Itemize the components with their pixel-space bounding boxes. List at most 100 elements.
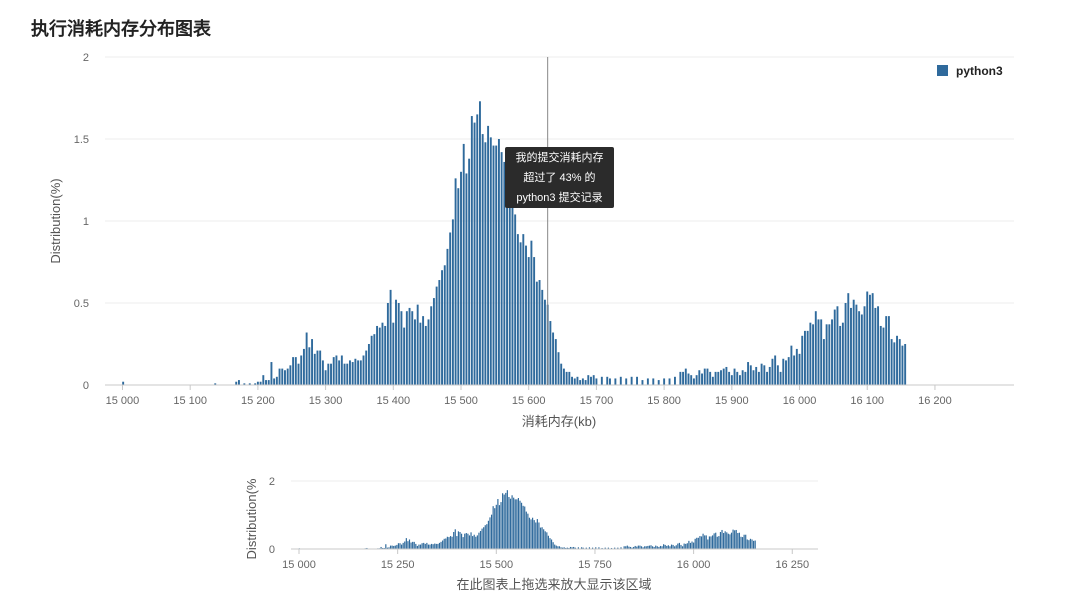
bar[interactable]	[592, 375, 595, 385]
bar[interactable]	[262, 375, 265, 385]
bar[interactable]	[351, 362, 354, 385]
bar[interactable]	[470, 116, 473, 385]
bar[interactable]	[481, 134, 484, 385]
bar[interactable]	[278, 368, 281, 385]
bar[interactable]	[790, 345, 793, 385]
bar[interactable]	[904, 344, 907, 385]
bar[interactable]	[484, 142, 487, 385]
bar[interactable]	[822, 339, 825, 385]
bar[interactable]	[544, 299, 546, 385]
bar[interactable]	[414, 319, 416, 385]
bar[interactable]	[422, 316, 425, 385]
bar[interactable]	[248, 383, 251, 385]
bar[interactable]	[349, 360, 351, 385]
bar[interactable]	[265, 380, 267, 385]
bar[interactable]	[674, 376, 676, 385]
main-bars[interactable]	[122, 101, 907, 386]
bar[interactable]	[284, 370, 286, 385]
bar[interactable]	[760, 363, 763, 385]
bar[interactable]	[606, 376, 609, 385]
bar[interactable]	[568, 371, 571, 385]
bar[interactable]	[749, 365, 752, 385]
bar[interactable]	[316, 350, 319, 385]
bar[interactable]	[292, 357, 295, 385]
bar[interactable]	[657, 380, 660, 385]
bar[interactable]	[305, 332, 308, 385]
bar[interactable]	[896, 335, 898, 385]
bar[interactable]	[430, 306, 433, 385]
bar[interactable]	[652, 378, 655, 385]
bar[interactable]	[747, 362, 750, 385]
bar[interactable]	[825, 324, 828, 385]
bar[interactable]	[793, 355, 796, 385]
bar[interactable]	[327, 363, 330, 385]
bar[interactable]	[359, 360, 362, 385]
bar[interactable]	[809, 322, 812, 385]
bar[interactable]	[571, 376, 573, 385]
bar[interactable]	[313, 353, 316, 385]
bar[interactable]	[641, 380, 644, 385]
bar[interactable]	[449, 232, 452, 385]
bar[interactable]	[579, 380, 582, 385]
bar[interactable]	[752, 370, 755, 385]
bar[interactable]	[214, 383, 217, 385]
legend[interactable]: python3	[937, 64, 1003, 78]
bar[interactable]	[557, 352, 560, 385]
bar[interactable]	[243, 383, 246, 385]
bar[interactable]	[254, 383, 257, 385]
bar[interactable]	[289, 365, 292, 385]
bar[interactable]	[446, 248, 449, 385]
bar[interactable]	[898, 339, 901, 385]
bar[interactable]	[771, 358, 774, 385]
bar[interactable]	[395, 299, 397, 385]
bar[interactable]	[787, 357, 790, 385]
bar[interactable]	[779, 371, 782, 385]
bar[interactable]	[587, 375, 590, 385]
bar[interactable]	[806, 330, 809, 385]
bar[interactable]	[362, 355, 365, 385]
bar[interactable]	[562, 368, 565, 385]
bar[interactable]	[614, 378, 617, 385]
bar[interactable]	[454, 178, 457, 385]
bar[interactable]	[256, 381, 259, 385]
bar[interactable]	[340, 355, 343, 385]
bar[interactable]	[828, 324, 831, 385]
bar[interactable]	[720, 370, 722, 385]
bar[interactable]	[519, 242, 522, 385]
bar[interactable]	[855, 304, 858, 385]
bar[interactable]	[858, 311, 861, 385]
bar[interactable]	[403, 327, 406, 385]
bar[interactable]	[405, 311, 408, 385]
bar[interactable]	[408, 307, 411, 385]
bar[interactable]	[839, 325, 842, 385]
bar[interactable]	[868, 294, 871, 385]
bar[interactable]	[774, 355, 777, 385]
bar[interactable]	[259, 381, 262, 385]
bar[interactable]	[636, 376, 638, 385]
bar[interactable]	[273, 378, 276, 385]
bar[interactable]	[489, 137, 492, 385]
bar[interactable]	[522, 234, 525, 385]
bar[interactable]	[887, 316, 890, 385]
bar[interactable]	[852, 299, 855, 385]
bar[interactable]	[495, 145, 498, 385]
bar[interactable]	[525, 245, 527, 385]
bar[interactable]	[590, 376, 592, 385]
bar[interactable]	[343, 363, 346, 385]
bar[interactable]	[625, 378, 628, 385]
bar[interactable]	[893, 342, 896, 385]
bar[interactable]	[795, 348, 798, 385]
bar[interactable]	[460, 171, 462, 385]
bar[interactable]	[684, 368, 687, 385]
bar[interactable]	[497, 139, 500, 385]
bar[interactable]	[462, 143, 465, 385]
bar[interactable]	[725, 366, 728, 385]
bar[interactable]	[373, 334, 376, 385]
bar[interactable]	[682, 371, 685, 385]
bar[interactable]	[419, 322, 422, 385]
bar[interactable]	[311, 339, 314, 385]
bar[interactable]	[427, 319, 430, 385]
bar[interactable]	[376, 325, 379, 385]
bar[interactable]	[866, 291, 869, 385]
bar[interactable]	[844, 303, 847, 385]
